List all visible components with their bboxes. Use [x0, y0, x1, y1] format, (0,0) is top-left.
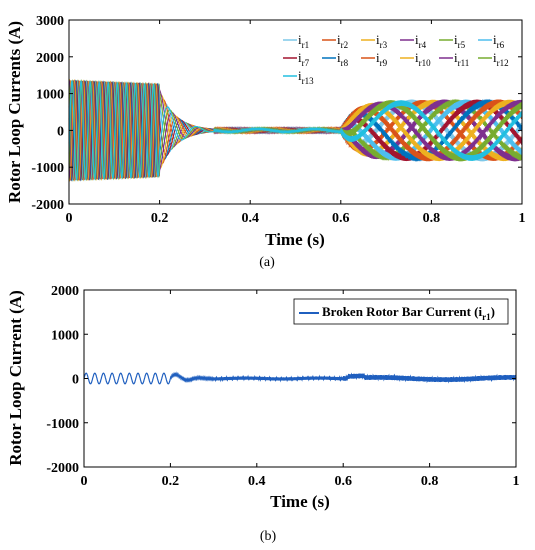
x-tick-label: 0: [81, 474, 88, 489]
legend-subscript: r12: [497, 58, 509, 68]
legend-subscript: r11: [458, 58, 470, 68]
legend-label: i: [454, 32, 458, 47]
chart-a-series-lines: [68, 78, 523, 183]
x-tick-label: 0.8: [423, 211, 441, 226]
y-tick-label: 0: [72, 373, 79, 388]
legend-subscript: r6: [497, 40, 505, 50]
x-tick-label: 0.8: [421, 474, 439, 489]
chart-b-xlabel: Time (s): [270, 492, 330, 511]
legend-subscript: r5: [458, 40, 466, 50]
chart-a-plot-frame: [68, 19, 523, 205]
chart-b-ylabel: Rotor Loop Current (A): [6, 290, 25, 466]
legend-label: i: [493, 50, 497, 65]
y-tick-label: 3000: [36, 14, 64, 29]
chart-b-series-lines: [83, 371, 517, 385]
legend-subscript: r1: [302, 40, 310, 50]
legend-label: i: [298, 32, 302, 47]
legend-subscript: r4: [419, 40, 427, 50]
legend-label: i: [376, 32, 380, 47]
series-line-r12: [68, 79, 523, 182]
chart-b-ticks: 0 0.2 0.4 0.6 0.8 1 -2000 -1000 0 1000 2000: [46, 284, 519, 489]
legend-subscript: r8: [341, 58, 349, 68]
x-tick-label: 1: [519, 211, 526, 226]
legend-label: i: [415, 50, 419, 65]
legend-entry: ir10: [415, 50, 431, 68]
legend-entry: ir8: [337, 50, 349, 68]
legend-entry: Broken Rotor Bar Current (ir1): [322, 304, 495, 322]
x-tick-label: 0.4: [241, 211, 259, 226]
legend-entry: ir12: [493, 50, 509, 68]
chart-b: 0 0.2 0.4 0.6 0.8 1 -2000 -1000 0 1000 2000 Rotor …: [6, 284, 520, 544]
chart-b-legend: Broken Rotor Bar Current (ir1): [293, 298, 509, 325]
legend-label: i: [415, 32, 419, 47]
legend-label: i: [298, 68, 302, 83]
y-tick-label: -2000: [31, 198, 64, 213]
legend-entry: ir7: [298, 50, 310, 68]
y-tick-label: 1000: [51, 328, 79, 343]
legend-label: Broken Rotor Bar Current (i: [322, 304, 482, 319]
legend-subscript: r7: [302, 58, 310, 68]
legend-entry: ir2: [337, 32, 348, 50]
series-line-r13: [68, 80, 523, 181]
chart-a-caption: (a): [259, 255, 275, 270]
legend-label: i: [337, 50, 341, 65]
legend-entry: ir13: [298, 68, 314, 86]
x-tick-label: 0.2: [162, 474, 180, 489]
legend-label: i: [454, 50, 458, 65]
legend-subscript: r10: [419, 58, 431, 68]
chart-b-caption: (b): [260, 529, 277, 544]
legend-subscript: r13: [302, 76, 314, 86]
chart-a-ylabel: Rotor Loop Currents (A): [5, 21, 24, 203]
y-tick-label: 1000: [36, 88, 64, 103]
x-tick-label: 0.4: [248, 474, 266, 489]
legend-suffix: ): [491, 304, 495, 319]
x-tick-label: 0: [66, 211, 73, 226]
y-tick-label: 0: [57, 124, 64, 139]
y-tick-label: -2000: [46, 461, 79, 476]
legend-subscript: r2: [341, 40, 349, 50]
chart-a: 0 0.2 0.4 0.6 0.8 1 -2000 -1000 0 1000 2000 3000 Ro…: [5, 14, 526, 270]
legend-entry: ir11: [454, 50, 469, 68]
legend-label: i: [298, 50, 302, 65]
legend-entry: ir9: [376, 50, 388, 68]
legend-label: i: [493, 32, 497, 47]
legend-label: i: [376, 50, 380, 65]
legend-entry: ir3: [376, 32, 388, 50]
x-tick-label: 1: [513, 474, 520, 489]
legend-box: [293, 298, 509, 325]
y-tick-label: 2000: [36, 51, 64, 66]
chart-a-xlabel: Time (s): [265, 230, 325, 249]
y-tick-label: -1000: [46, 417, 79, 432]
legend-entry: ir1: [298, 32, 309, 50]
legend-subscript: r9: [380, 58, 388, 68]
legend-subscript: r3: [380, 40, 388, 50]
legend-entry: ir6: [493, 32, 505, 50]
x-tick-label: 0.6: [332, 211, 350, 226]
y-tick-label: 2000: [51, 284, 79, 299]
y-tick-label: -1000: [31, 161, 64, 176]
x-tick-label: 0.6: [334, 474, 352, 489]
legend-entry: ir5: [454, 32, 466, 50]
legend-entry: ir4: [415, 32, 427, 50]
chart-a-ticks: 0 0.2 0.4 0.6 0.8 1 -2000 -1000 0 1000 2000 3000: [31, 14, 525, 226]
series-line-broken-bar: [83, 371, 517, 385]
legend-subscript: r1: [482, 312, 491, 322]
x-tick-label: 0.2: [151, 211, 169, 226]
legend-label: i: [337, 32, 341, 47]
